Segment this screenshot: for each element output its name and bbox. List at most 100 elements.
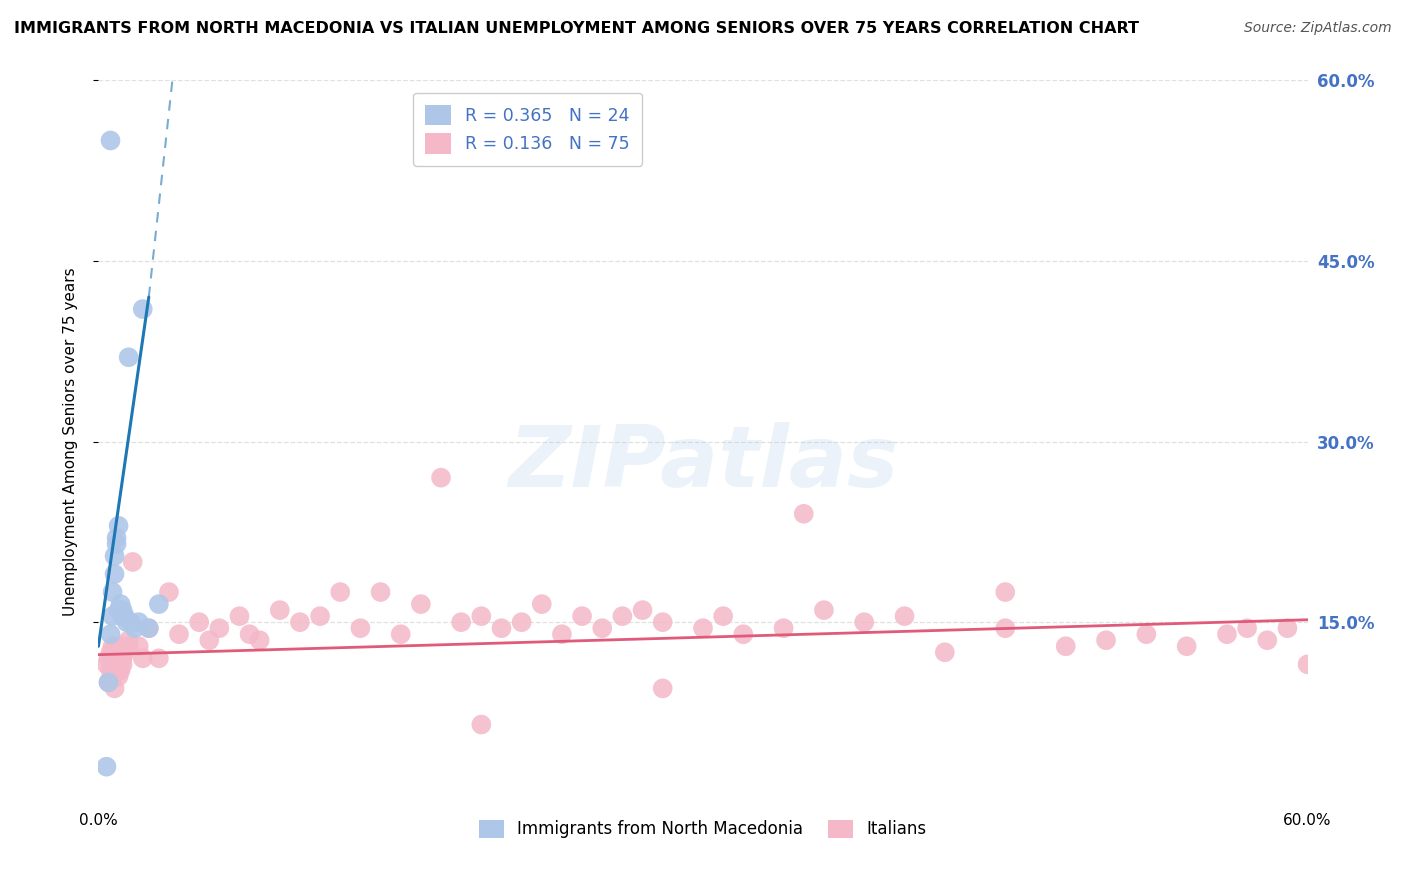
Point — [121, 555, 143, 569]
Point — [101, 639, 124, 653]
Point — [100, 664, 122, 678]
Point — [349, 621, 371, 635]
Point — [96, 657, 118, 672]
Point — [107, 518, 129, 533]
Text: Source: ZipAtlas.com: Source: ZipAtlas.com — [1244, 21, 1392, 35]
Point — [114, 609, 136, 624]
Point — [409, 597, 432, 611]
Point — [711, 609, 734, 624]
Point — [105, 531, 128, 545]
Point — [111, 657, 134, 672]
Point — [103, 681, 125, 696]
Point — [1175, 639, 1198, 653]
Point — [107, 603, 129, 617]
Point — [101, 669, 124, 683]
Point — [148, 597, 170, 611]
Point — [118, 350, 141, 364]
Legend: Immigrants from North Macedonia, Italians: Immigrants from North Macedonia, Italian… — [472, 813, 934, 845]
Point — [692, 621, 714, 635]
Point — [651, 681, 673, 696]
Point — [110, 664, 132, 678]
Point — [118, 633, 141, 648]
Point — [733, 627, 755, 641]
Point — [97, 651, 120, 665]
Point — [1256, 633, 1278, 648]
Point — [97, 675, 120, 690]
Point — [249, 633, 271, 648]
Point — [1054, 639, 1077, 653]
Point — [239, 627, 262, 641]
Point — [107, 651, 129, 665]
Point — [100, 645, 122, 659]
Point — [100, 627, 122, 641]
Text: ZIPatlas: ZIPatlas — [508, 422, 898, 505]
Point — [111, 609, 134, 624]
Point — [1236, 621, 1258, 635]
Point — [105, 645, 128, 659]
Point — [157, 585, 180, 599]
Point — [450, 615, 472, 630]
Point — [110, 597, 132, 611]
Point — [103, 567, 125, 582]
Point — [103, 657, 125, 672]
Point — [1277, 621, 1299, 635]
Point — [132, 651, 155, 665]
Point — [128, 639, 150, 653]
Point — [111, 651, 134, 665]
Point — [101, 585, 124, 599]
Point — [1216, 627, 1239, 641]
Point — [1135, 627, 1157, 641]
Point — [793, 507, 815, 521]
Point — [430, 470, 453, 484]
Point — [105, 537, 128, 551]
Point — [571, 609, 593, 624]
Point — [994, 585, 1017, 599]
Point — [97, 675, 120, 690]
Point — [470, 609, 492, 624]
Y-axis label: Unemployment Among Seniors over 75 years: Unemployment Among Seniors over 75 years — [63, 268, 77, 615]
Point — [631, 603, 654, 617]
Point — [370, 585, 392, 599]
Point — [651, 615, 673, 630]
Point — [994, 621, 1017, 635]
Point — [591, 621, 613, 635]
Point — [208, 621, 231, 635]
Point — [96, 760, 118, 774]
Point — [470, 717, 492, 731]
Text: IMMIGRANTS FROM NORTH MACEDONIA VS ITALIAN UNEMPLOYMENT AMONG SENIORS OVER 75 YE: IMMIGRANTS FROM NORTH MACEDONIA VS ITALI… — [14, 21, 1139, 36]
Point — [510, 615, 533, 630]
Point — [114, 645, 136, 659]
Point — [853, 615, 876, 630]
Point — [813, 603, 835, 617]
Point — [101, 609, 124, 624]
Point — [198, 633, 221, 648]
Point — [612, 609, 634, 624]
Point — [389, 627, 412, 641]
Point — [288, 615, 311, 630]
Point — [772, 621, 794, 635]
Point — [100, 133, 122, 147]
Point — [491, 621, 513, 635]
Point — [329, 585, 352, 599]
Point — [118, 639, 141, 653]
Point — [103, 549, 125, 563]
Point — [1095, 633, 1118, 648]
Point — [124, 621, 146, 635]
Point — [228, 609, 250, 624]
Point — [893, 609, 915, 624]
Point — [120, 615, 142, 630]
Point — [105, 657, 128, 672]
Point — [309, 609, 332, 624]
Point — [1296, 657, 1319, 672]
Point — [934, 645, 956, 659]
Point — [148, 651, 170, 665]
Point — [551, 627, 574, 641]
Point — [138, 621, 160, 635]
Point — [110, 639, 132, 653]
Point — [269, 603, 291, 617]
Point — [111, 603, 134, 617]
Point — [128, 615, 150, 630]
Point — [138, 621, 160, 635]
Point — [115, 615, 138, 630]
Point — [188, 615, 211, 630]
